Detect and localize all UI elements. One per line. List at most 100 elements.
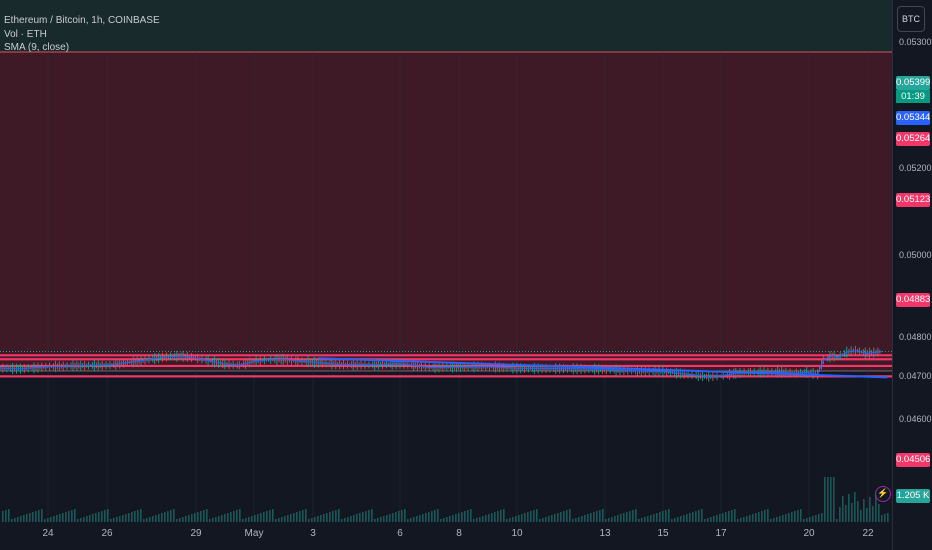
- volume-bar: [257, 514, 259, 522]
- volume-bar: [380, 517, 382, 522]
- volume-bar: [788, 513, 790, 522]
- time-tick: 15: [657, 528, 669, 539]
- volume-bar: [434, 510, 436, 522]
- symbol-title[interactable]: Ethereum / Bitcoin, 1h, COINBASE: [4, 15, 160, 26]
- time-tick: 24: [42, 528, 54, 539]
- volume-bar: [851, 503, 853, 522]
- volume-bar: [695, 511, 697, 522]
- volume-bar: [74, 509, 76, 522]
- volume-bar: [248, 517, 250, 522]
- volume-bar: [767, 509, 769, 522]
- volume-bar: [452, 515, 454, 522]
- volume-bar: [470, 509, 472, 522]
- volume-indicator-label[interactable]: Vol · ETH: [4, 28, 47, 40]
- volume-bar: [161, 513, 163, 522]
- time-tick: 29: [190, 528, 202, 539]
- volume-bar: [638, 519, 640, 522]
- volume-bar: [680, 516, 682, 522]
- volume-bar: [359, 513, 361, 522]
- volume-bar: [842, 496, 844, 522]
- volume-bar: [503, 509, 505, 522]
- volume-bar: [734, 509, 736, 522]
- volume-bar: [368, 510, 370, 522]
- volume-bar: [605, 519, 607, 522]
- sma-indicator-label[interactable]: SMA (9, close): [4, 42, 70, 53]
- volume-bar: [29, 513, 31, 522]
- volume-bar: [599, 510, 601, 522]
- volume-bar: [512, 517, 514, 522]
- volume-bar: [491, 513, 493, 522]
- volume-bar: [398, 511, 400, 522]
- volume-bar: [560, 512, 562, 522]
- time-tick: 8: [456, 528, 462, 539]
- volume-bar: [86, 516, 88, 522]
- volume-bar: [794, 511, 796, 522]
- volume-bar: [839, 507, 841, 522]
- volume-bar: [68, 511, 70, 522]
- time-tick: 17: [715, 528, 727, 539]
- volume-bar: [569, 509, 571, 522]
- volume-bar: [419, 515, 421, 522]
- volume-bar: [686, 514, 688, 522]
- volume-bar: [716, 515, 718, 522]
- volume-bar: [308, 519, 310, 522]
- volume-bar: [833, 477, 835, 522]
- volume-bar: [755, 513, 757, 522]
- volume-bar: [98, 512, 100, 522]
- volume-bar: [662, 511, 664, 522]
- volume-bar: [344, 518, 346, 522]
- last-price-label: 0.05399: [896, 76, 931, 90]
- volume-bar: [176, 519, 178, 522]
- volume-bar: [743, 517, 745, 522]
- volume-bar: [242, 519, 244, 522]
- volume-bar: [497, 511, 499, 522]
- volume-bar: [203, 510, 205, 522]
- volume-bar: [626, 512, 628, 522]
- currency-scale-button[interactable]: BTC: [897, 6, 925, 32]
- header-band: [0, 0, 892, 52]
- time-tick: 3: [310, 528, 316, 539]
- volume-bar: [317, 516, 319, 522]
- volume-bar: [296, 512, 298, 522]
- volume-bar: [2, 511, 4, 522]
- time-tick: 22: [862, 528, 874, 539]
- volume-bar: [290, 514, 292, 522]
- volume-bar: [428, 512, 430, 522]
- volume-bar: [233, 511, 235, 522]
- volume-bar: [338, 509, 340, 522]
- price-tick: 0.04800: [899, 332, 932, 342]
- volume-bar: [275, 519, 277, 522]
- volume-bar: [692, 512, 694, 522]
- volume-bar: [383, 516, 385, 522]
- volume-bar: [377, 518, 379, 522]
- volume-bar: [395, 512, 397, 522]
- volume-bar: [461, 512, 463, 522]
- volume-bar: [347, 517, 349, 522]
- volume-bar: [710, 517, 712, 522]
- volume-bar: [179, 518, 181, 522]
- time-tick: 26: [101, 528, 113, 539]
- volume-bar: [17, 517, 19, 522]
- volume-bar: [725, 512, 727, 522]
- lightning-icon[interactable]: ⚡: [875, 486, 891, 502]
- volume-bar: [671, 519, 673, 522]
- volume-bar: [227, 513, 229, 522]
- volume-bar: [293, 513, 295, 522]
- volume-bar: [593, 512, 595, 522]
- volume-bar: [665, 510, 667, 522]
- volume-bar: [365, 511, 367, 522]
- sma-price-label: 0.05344: [896, 111, 931, 125]
- volume-bar: [287, 515, 289, 522]
- volume-bar: [815, 515, 817, 522]
- volume-bar: [689, 513, 691, 522]
- volume-bar: [866, 508, 868, 522]
- time-tick: May: [244, 528, 264, 539]
- volume-bar: [260, 513, 262, 522]
- volume-bar: [263, 512, 265, 522]
- volume-bar: [524, 513, 526, 522]
- volume-bar: [542, 518, 544, 522]
- price-tick: 0.05200: [899, 163, 932, 173]
- volume-bar: [149, 517, 151, 522]
